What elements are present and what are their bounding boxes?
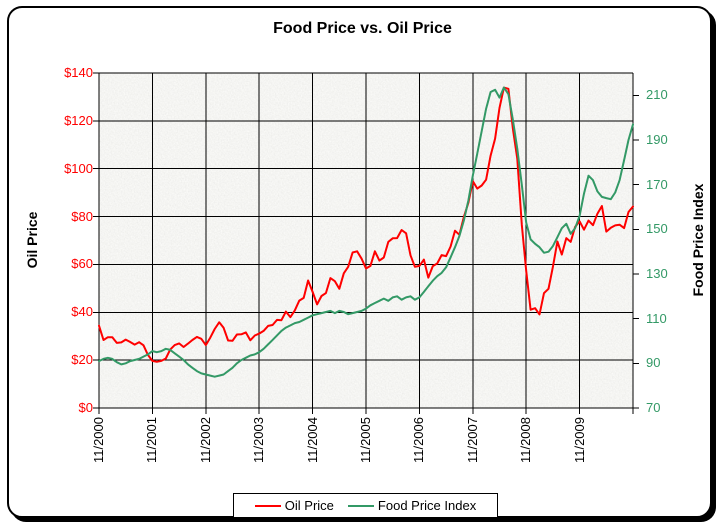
right-axis-title: Food Price Index xyxy=(690,183,706,297)
legend-label: Oil Price xyxy=(284,498,334,513)
axis-tick-marks xyxy=(93,72,639,414)
left-axis-title: Oil Price xyxy=(24,211,40,269)
legend: Oil Price Food Price Index xyxy=(233,493,498,518)
food-price-index-line-swatch xyxy=(347,504,374,507)
oil-price-line xyxy=(98,86,634,363)
legend-item-food-price-index: Food Price Index xyxy=(347,498,477,513)
food-price-index-line xyxy=(98,86,634,378)
chart-title: Food Price vs. Oil Price xyxy=(273,20,452,37)
legend-item-oil-price: Oil Price xyxy=(254,498,334,513)
gridlines xyxy=(98,72,634,409)
legend-label: Food Price Index xyxy=(377,498,477,513)
oil-price-line-swatch xyxy=(254,504,281,507)
